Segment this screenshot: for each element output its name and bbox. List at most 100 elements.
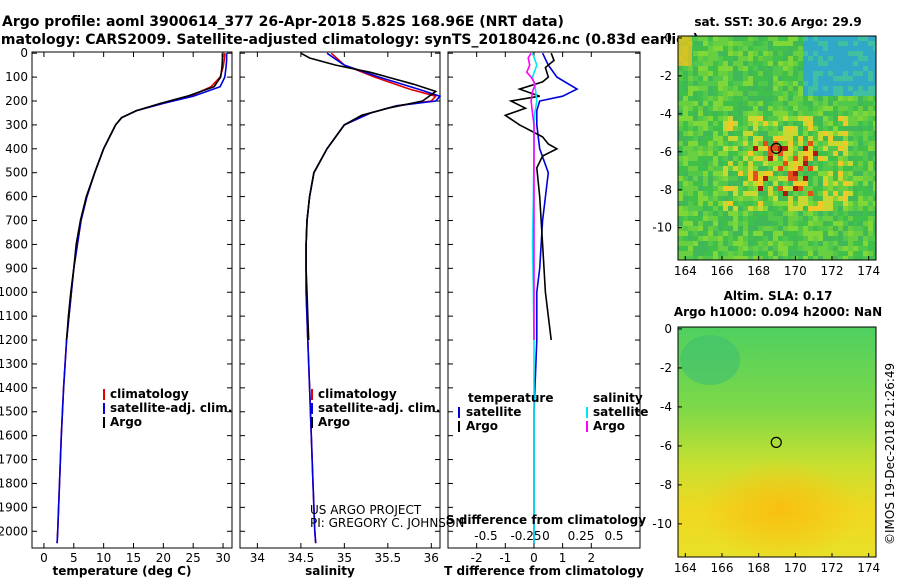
sst-cell — [678, 226, 684, 232]
sst-cell — [718, 51, 724, 57]
sst-cell — [718, 116, 724, 122]
sst-cell — [743, 116, 749, 122]
sst-cell — [853, 241, 859, 247]
sst-cell — [693, 221, 699, 227]
sst-cell — [723, 246, 729, 252]
sst-cell — [723, 111, 729, 117]
sst-cell — [833, 116, 839, 122]
sst-cell — [798, 151, 804, 157]
sst-cell — [688, 231, 694, 237]
sst-cell — [868, 66, 874, 72]
sst-cell — [788, 211, 794, 217]
sst-cell — [683, 81, 689, 87]
sst-cell — [748, 191, 754, 197]
sst-cell — [678, 156, 684, 162]
sst-cell — [733, 86, 739, 92]
sst-cell — [773, 81, 779, 87]
sst-cell — [798, 206, 804, 212]
sst-cell — [733, 156, 739, 162]
sst-cell — [763, 81, 769, 87]
sst-cell — [778, 96, 784, 102]
sst-cell — [743, 111, 749, 117]
sla-high-blob — [700, 460, 860, 557]
sst-cell — [833, 151, 839, 157]
sst-cell — [718, 211, 724, 217]
sst-cell — [733, 71, 739, 77]
sst-cell — [773, 36, 779, 42]
sst-cell — [688, 141, 694, 147]
sst-cell — [733, 196, 739, 202]
sst-cell — [758, 196, 764, 202]
sst-cell — [858, 71, 864, 77]
sst-cell — [793, 186, 799, 192]
sst-cell — [743, 151, 749, 157]
sst-cell — [793, 236, 799, 242]
sst-cell — [738, 231, 744, 237]
sst-cell — [703, 161, 709, 167]
sst-cell — [798, 116, 804, 122]
sst-cell — [718, 131, 724, 137]
sst-cell — [698, 151, 704, 157]
sst-cell — [813, 146, 819, 152]
sst-cell — [768, 161, 774, 167]
sst-cell — [873, 166, 876, 172]
sst-cell — [753, 61, 759, 67]
sst-cell — [843, 126, 849, 132]
sst-cell — [678, 201, 684, 207]
sst-cell — [803, 41, 809, 47]
sst-cell — [763, 166, 769, 172]
sst-cell — [843, 226, 849, 232]
sst-cell — [708, 111, 714, 117]
sst-cell — [753, 131, 759, 137]
sst-cell — [693, 241, 699, 247]
sst-cell — [823, 216, 829, 222]
sst-cell — [703, 111, 709, 117]
sst-cell — [803, 171, 809, 177]
sst-cell — [863, 116, 869, 122]
sst-cell — [813, 186, 819, 192]
sst-cell — [758, 126, 764, 132]
sst-cell — [873, 141, 876, 147]
sst-cell — [763, 211, 769, 217]
sst-cell — [713, 36, 719, 42]
sst-cell — [868, 236, 874, 242]
sst-cell — [798, 176, 804, 182]
sst-cell — [678, 86, 684, 92]
sst-cell — [778, 101, 784, 107]
sst-cell — [828, 101, 834, 107]
sst-cell — [688, 246, 694, 252]
sst-cell — [698, 96, 704, 102]
sst-cell — [758, 181, 764, 187]
sst-cell — [698, 106, 704, 112]
sst-cell — [818, 241, 824, 247]
sst-cell — [733, 146, 739, 152]
sst-cell — [808, 121, 814, 127]
sst-cell — [758, 121, 764, 127]
sst-cell — [843, 131, 849, 137]
sst-cell — [683, 146, 689, 152]
sst-cell — [783, 106, 789, 112]
argo-position-marker-sla — [770, 436, 782, 448]
sst-cell — [748, 166, 754, 172]
sst-cell — [838, 71, 844, 77]
sst-cell — [818, 171, 824, 177]
sst-cell — [753, 236, 759, 242]
sst-cell — [868, 186, 874, 192]
sst-cell — [783, 136, 789, 142]
sst-cell — [738, 101, 744, 107]
sst-cell — [678, 231, 684, 237]
sst-cell — [703, 101, 709, 107]
sst-cell — [773, 201, 779, 207]
sst-cell — [683, 186, 689, 192]
sst-cell — [708, 196, 714, 202]
sst-cell — [873, 161, 876, 167]
sst-cell — [853, 61, 859, 67]
sst-cell — [733, 171, 739, 177]
sst-cell — [833, 196, 839, 202]
sst-cell — [758, 176, 764, 182]
sst-cell — [833, 211, 839, 217]
sst-cell — [873, 256, 876, 260]
sst-cell — [728, 71, 734, 77]
sst-cell — [693, 186, 699, 192]
sst-cell — [678, 211, 684, 217]
